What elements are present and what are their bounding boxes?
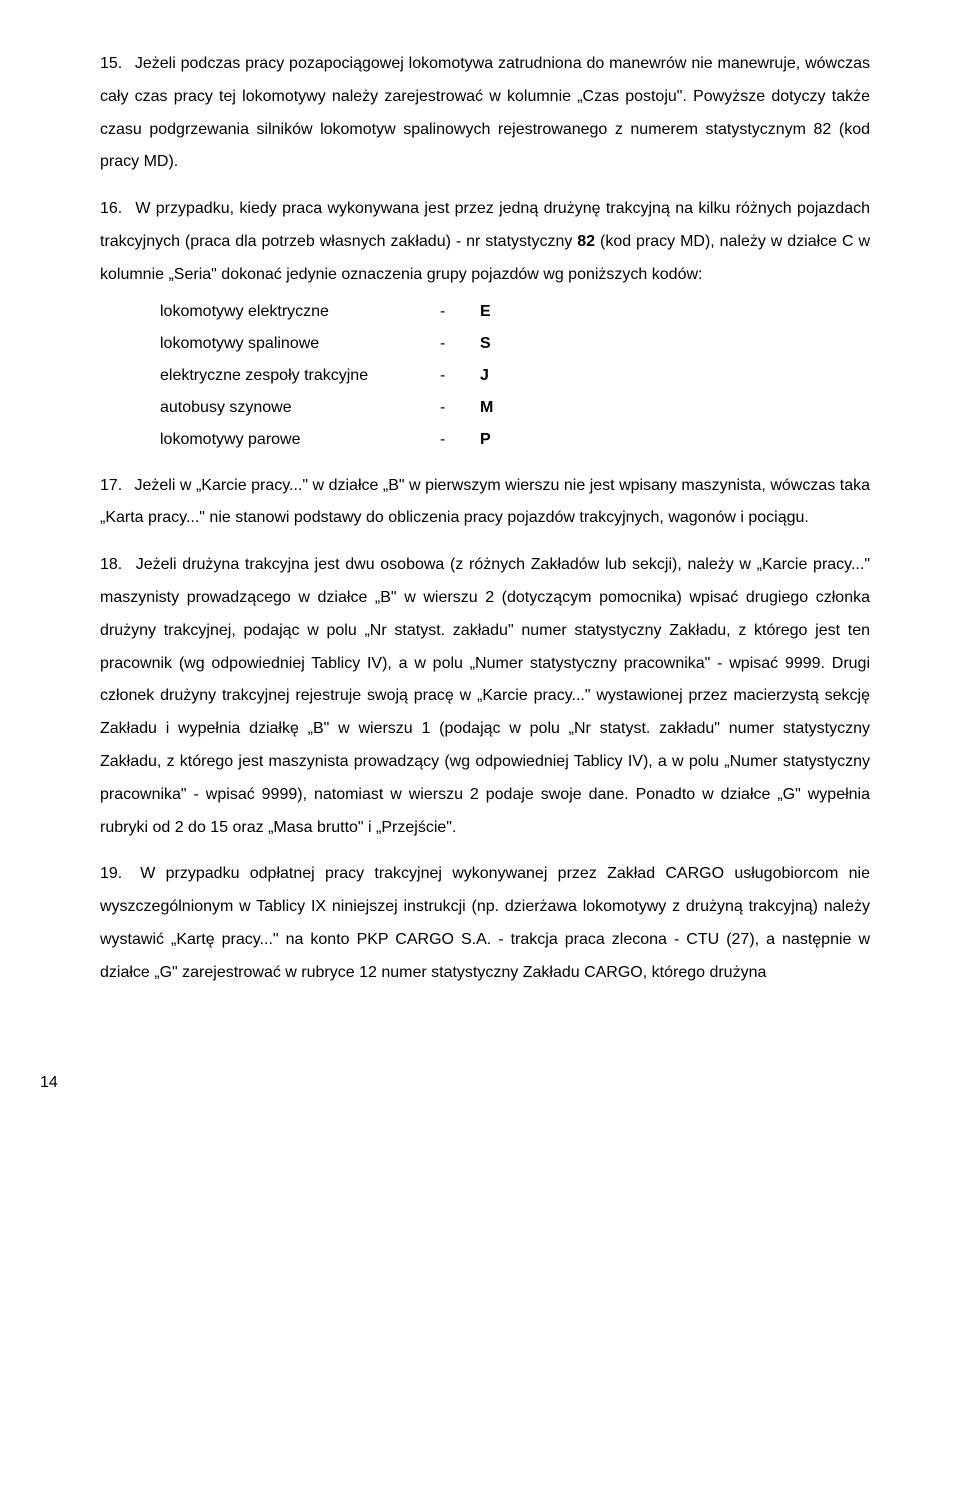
code-value: J [480, 360, 489, 392]
item-19-body: W przypadku odpłatnej pracy trakcyjnej w… [100, 865, 870, 980]
list-item-17: 17. Jeżeli w „Karcie pracy..." w działce… [100, 470, 870, 536]
list-item-16: 16. W przypadku, kiedy praca wykonywana … [100, 193, 870, 455]
item-17-body: Jeżeli w „Karcie pracy..." w działce „B"… [100, 477, 870, 527]
code-dash: - [440, 296, 480, 328]
code-value-bold: E [480, 303, 491, 320]
code-dash: - [440, 424, 480, 456]
code-value: M [480, 392, 493, 424]
item-18-text: 18. Jeżeli drużyna trakcyjna jest dwu os… [100, 556, 870, 835]
code-list: lokomotywy elektryczne - E lokomotywy sp… [100, 296, 870, 456]
code-row: lokomotywy spalinowe - S [160, 328, 870, 360]
page-number: 14 [0, 1074, 960, 1092]
code-row: elektryczne zespoły trakcyjne - J [160, 360, 870, 392]
list-item-15: 15. Jeżeli podczas pracy pozapociągowej … [100, 48, 870, 179]
code-dash: - [440, 328, 480, 360]
code-value-bold: S [480, 335, 491, 352]
item-15-text: 15. Jeżeli podczas pracy pozapociągowej … [100, 55, 870, 170]
code-label: elektryczne zespoły trakcyjne [160, 360, 440, 392]
item-15-body: Jeżeli podczas pracy pozapociągowej loko… [100, 55, 870, 170]
code-dash: - [440, 392, 480, 424]
code-row: autobusy szynowe - M [160, 392, 870, 424]
item-17-text: 17. Jeżeli w „Karcie pracy..." w działce… [100, 477, 870, 527]
code-value-bold: P [480, 431, 491, 448]
list-item-19: 19. W przypadku odpłatnej pracy trakcyjn… [100, 858, 870, 989]
code-label: lokomotywy elektryczne [160, 296, 440, 328]
code-value-bold: M [480, 399, 493, 416]
code-dash: - [440, 360, 480, 392]
document-page: 15. Jeżeli podczas pracy pozapociągowej … [0, 0, 960, 1044]
code-row: lokomotywy parowe - P [160, 424, 870, 456]
code-label: autobusy szynowe [160, 392, 440, 424]
item-16-bold: 82 [577, 233, 595, 250]
code-value: S [480, 328, 491, 360]
list-item-18: 18. Jeżeli drużyna trakcyjna jest dwu os… [100, 549, 870, 844]
code-value: P [480, 424, 491, 456]
code-row: lokomotywy elektryczne - E [160, 296, 870, 328]
code-value: E [480, 296, 491, 328]
item-19-text: 19. W przypadku odpłatnej pracy trakcyjn… [100, 865, 870, 980]
code-label: lokomotywy parowe [160, 424, 440, 456]
item-18-body: Jeżeli drużyna trakcyjna jest dwu osobow… [100, 556, 870, 835]
code-value-bold: J [480, 367, 489, 384]
item-16-text: 16. W przypadku, kiedy praca wykonywana … [100, 200, 870, 283]
code-label: lokomotywy spalinowe [160, 328, 440, 360]
